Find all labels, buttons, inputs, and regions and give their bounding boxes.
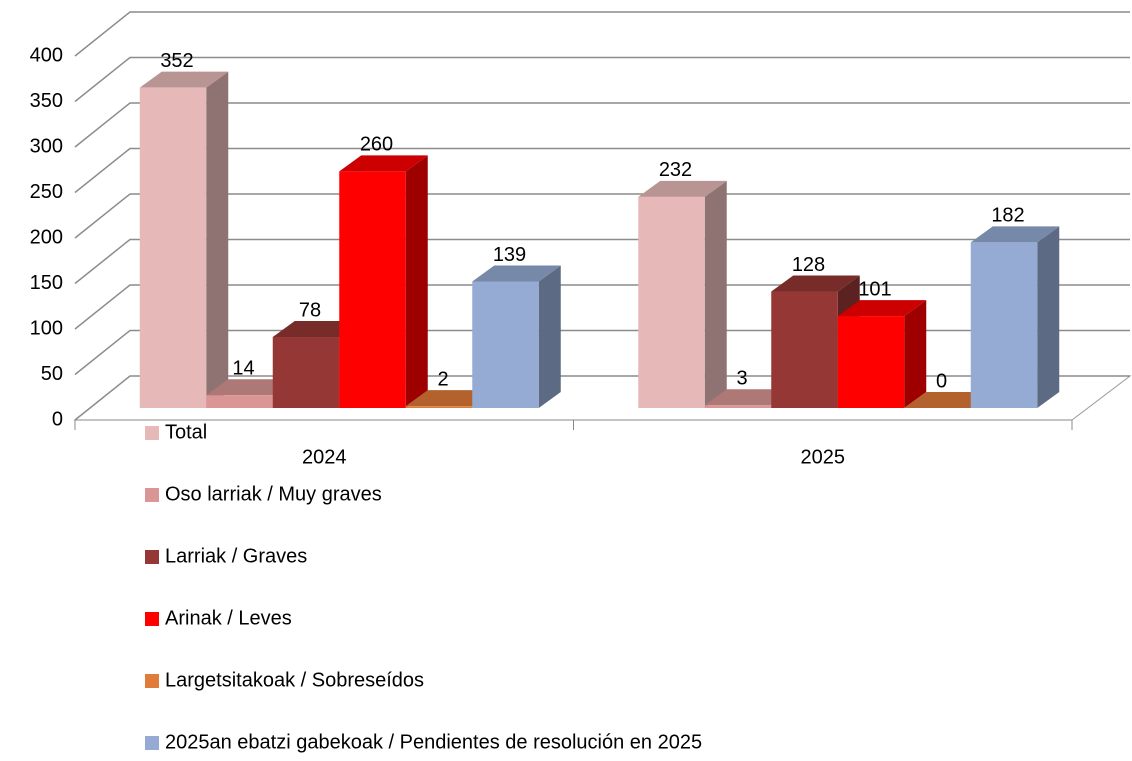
- x-tick-label: 2025: [801, 446, 846, 468]
- bar-top: [339, 155, 428, 172]
- legend-swatch: [145, 550, 159, 564]
- grid-line: [74, 102, 1130, 148]
- legend-label: Oso larriak / Muy graves: [165, 483, 382, 505]
- bar: [837, 316, 905, 408]
- data-label: 128: [792, 254, 825, 276]
- bar-top: [272, 321, 362, 338]
- data-label: 101: [858, 278, 891, 300]
- data-label: 260: [360, 134, 393, 156]
- grid-line: [74, 193, 1130, 239]
- bar-side: [538, 265, 561, 408]
- legend-swatch: [145, 612, 159, 626]
- legend-label: Total: [165, 421, 207, 443]
- bar-top: [704, 389, 794, 406]
- bar: [970, 242, 1038, 408]
- y-tick-label: 150: [30, 272, 63, 294]
- data-label: 3: [736, 368, 747, 390]
- y-tick-label: 200: [30, 226, 63, 248]
- bar-side: [904, 300, 927, 408]
- bar-top: [405, 390, 495, 407]
- legend-label: Largetsitakoak / Sobreseídos: [165, 669, 424, 691]
- grid-line: [74, 147, 1130, 194]
- grid-line: [74, 56, 1130, 103]
- bar-side: [1037, 226, 1060, 408]
- bar: [272, 337, 340, 408]
- data-label: 352: [160, 50, 193, 72]
- bar: [771, 291, 838, 408]
- bar-side: [206, 71, 229, 409]
- data-label: 182: [991, 205, 1024, 227]
- data-label: 14: [232, 358, 254, 380]
- legend-swatch: [145, 488, 159, 502]
- grid-line: [74, 238, 1130, 285]
- bar: [339, 171, 406, 408]
- bar: [206, 395, 273, 408]
- grid-line: [74, 11, 1130, 57]
- data-label: 232: [659, 159, 692, 181]
- legend-swatch: [145, 674, 159, 688]
- bar-top: [771, 275, 860, 292]
- legend-label: Larriak / Graves: [165, 545, 307, 567]
- x-tick-label: 2024: [302, 446, 347, 468]
- data-label: 139: [493, 244, 526, 266]
- bar: [472, 281, 539, 408]
- legend-label: 2025an ebatzi gabekoak / Pendientes de r…: [165, 731, 702, 753]
- data-label: 78: [299, 299, 321, 321]
- y-tick-label: 100: [30, 317, 63, 339]
- y-tick-label: 350: [30, 90, 63, 112]
- bar-top: [904, 392, 993, 408]
- y-tick-label: 300: [30, 135, 63, 157]
- bar: [139, 87, 207, 409]
- y-tick-label: 400: [30, 44, 63, 66]
- y-tick-label: 250: [30, 181, 63, 203]
- bar: [638, 196, 705, 408]
- bar-top: [837, 300, 927, 317]
- bar-top: [638, 180, 727, 197]
- legend-swatch: [145, 426, 159, 440]
- legend-swatch: [145, 736, 159, 750]
- data-label: 0: [936, 370, 947, 392]
- bar-top: [472, 265, 561, 282]
- bar: [704, 405, 772, 408]
- bar-top: [970, 226, 1060, 243]
- bar-top: [139, 71, 229, 88]
- data-label: 2: [437, 368, 448, 390]
- bar-top: [206, 379, 295, 396]
- y-tick-label: 50: [41, 363, 63, 385]
- bar-side: [405, 155, 428, 408]
- bar-side: [704, 180, 727, 408]
- y-tick-label: 0: [52, 408, 63, 430]
- legend-label: Arinak / Leves: [165, 607, 292, 629]
- bar: [405, 406, 473, 408]
